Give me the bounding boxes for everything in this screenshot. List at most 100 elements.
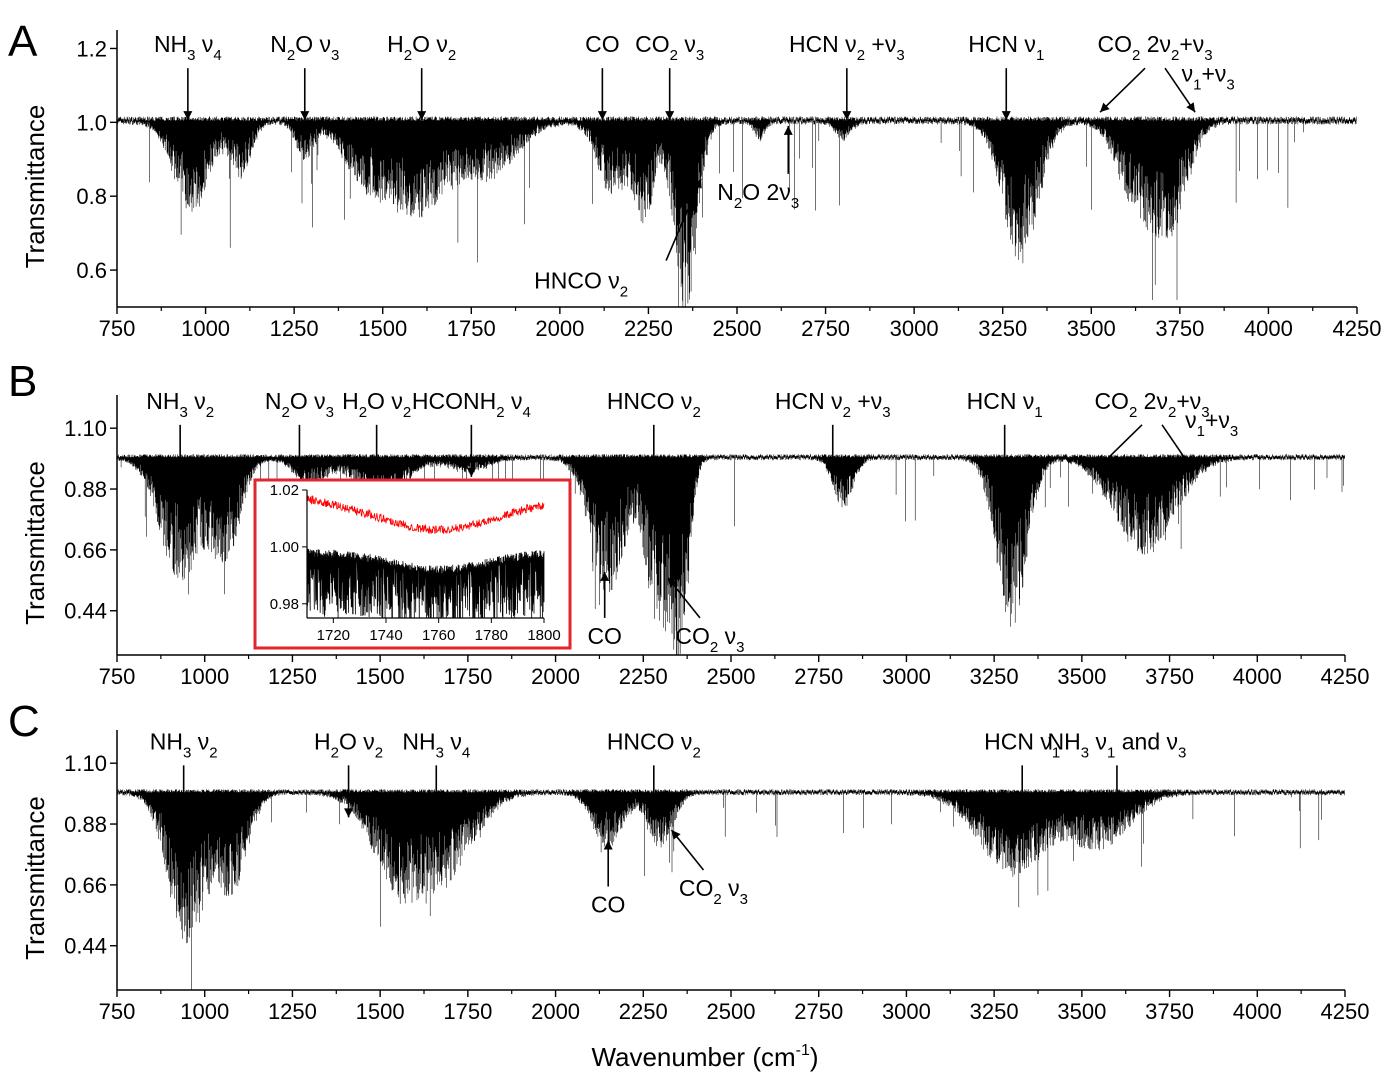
arrowhead (294, 467, 304, 477)
arrowhead (783, 125, 793, 135)
inset-x-tick-label: 1720 (317, 627, 350, 644)
x-tick-label: 3500 (1067, 316, 1116, 341)
arrowhead (1001, 111, 1011, 121)
annotation-label: HNCO ν2 (534, 268, 628, 301)
x-tick-label: 1500 (358, 316, 407, 341)
arrowhead (372, 467, 382, 477)
arrowhead (175, 467, 185, 477)
annotation-label: H2O ν2 (387, 31, 456, 64)
annotation-arrow (1096, 424, 1143, 470)
arrowhead (649, 808, 659, 818)
x-tick-label: 750 (99, 664, 136, 689)
inset-y-tick-label: 1.02 (270, 482, 299, 499)
annotation-label: HCN ν2 +ν3 (789, 31, 905, 64)
panel-letter: C (8, 697, 40, 746)
annotation-label: HNCO ν2 (607, 388, 701, 421)
y-tick-label: 0.88 (64, 477, 107, 502)
y-tick-label: 1.10 (64, 416, 107, 441)
arrowhead (466, 467, 476, 477)
arrowhead (300, 111, 310, 121)
annotation-label: N2O 2ν3 (717, 179, 799, 212)
x-tick-label: 2000 (531, 999, 580, 1024)
annotation-label: HCN ν2 +ν3 (775, 388, 891, 421)
y-tick-label: 0.8 (76, 184, 107, 209)
x-tick-label: 2250 (624, 316, 673, 341)
x-tick-label: 1500 (356, 664, 405, 689)
x-tick-label: 1750 (443, 664, 492, 689)
annotation-label: HCN ν1 (967, 388, 1043, 421)
x-tick-label: 2250 (619, 999, 668, 1024)
x-tick-label: 3250 (970, 999, 1019, 1024)
annotation-arrow (1099, 67, 1146, 113)
arrowhead (1000, 467, 1010, 477)
arrowhead (597, 111, 607, 121)
panel-c: C 750 1000 1250 1500 1750 2000 2250 2500 2750 3000… (8, 697, 1369, 1024)
x-tick-label: 4250 (1321, 664, 1370, 689)
x-tick-label: 3750 (1155, 316, 1204, 341)
annotation-label: CO (591, 892, 626, 918)
x-tick-label: 3000 (882, 664, 931, 689)
x-tick-label: 4000 (1233, 664, 1282, 689)
arrowhead (603, 840, 613, 850)
x-tick-label: 4250 (1321, 999, 1370, 1024)
inset-x-tick-label: 1740 (369, 627, 402, 644)
annotation-label: CO2 ν3 (635, 31, 704, 64)
annotation-label: NH3 ν4 (402, 728, 470, 761)
x-tick-label: 3000 (882, 999, 931, 1024)
y-axis-title: Transmittance (20, 796, 50, 960)
inset-x-tick-label: 1780 (475, 627, 508, 644)
arrowhead (1100, 102, 1110, 113)
y-tick-label: 1.2 (76, 36, 107, 61)
annotation-label: CO2 2ν2+ν3 (1094, 388, 1209, 421)
x-tick-label: 4250 (1333, 316, 1382, 341)
y-tick-label: 0.44 (64, 934, 107, 959)
arrowhead (183, 111, 193, 121)
x-tick-label: 3250 (978, 316, 1027, 341)
annotation-label: NH3 ν2 (146, 388, 214, 421)
x-tick-label: 1250 (270, 316, 319, 341)
arrowhead (671, 829, 681, 840)
y-tick-label: 1.10 (64, 751, 107, 776)
inset-zoom: 1720 1740 1760 1780 1800 0.98 1.00 1.02 (253, 478, 572, 650)
y-axis-title: Transmittance (20, 105, 50, 269)
annotation-label: ν1+ν3 (1182, 61, 1235, 94)
annotation-label: H2O ν2 (342, 388, 411, 421)
x-tick-label: 3500 (1057, 664, 1106, 689)
x-tick-label: 2500 (707, 999, 756, 1024)
annotation-label: HNCO ν2 (607, 728, 701, 761)
annotation-label: NH3 ν4 (154, 31, 222, 64)
x-tick-label: 1000 (180, 664, 229, 689)
x-tick-label: 3500 (1057, 999, 1106, 1024)
arrowhead (600, 571, 610, 581)
y-axis-title: Transmittance (20, 461, 50, 625)
arrowhead (1112, 808, 1122, 818)
annotation-label: NH3 ν2 (150, 728, 218, 761)
inset-series-line (306, 548, 545, 619)
arrowhead (417, 111, 427, 121)
panel-letter: B (8, 357, 37, 406)
x-tick-label: 3000 (890, 316, 939, 341)
annotation-label: CO (587, 623, 622, 649)
x-tick-label: 2750 (794, 999, 843, 1024)
arrowhead (1017, 808, 1027, 818)
arrowhead (344, 808, 354, 818)
x-tick-label: 750 (99, 999, 136, 1024)
panel-letter: A (8, 17, 38, 66)
x-tick-label: 2750 (801, 316, 850, 341)
annotation-label: CO2 2ν2+ν3 (1097, 31, 1212, 64)
arrowhead (828, 467, 838, 477)
x-tick-label: 2000 (531, 664, 580, 689)
annotations: NH3 ν2 N2O ν3 H2O ν2 HCONH2 ν4 HNCO ν2 HCN ν2… (146, 388, 1238, 656)
arrowhead (179, 808, 189, 818)
y-tick-label: 0.44 (64, 599, 107, 624)
x-tick-label: 1500 (356, 999, 405, 1024)
panel-a: A 750 1000 1250 1500 1750 2000 2250 2500 2750 3000… (8, 17, 1381, 341)
y-tick-label: 0.6 (76, 258, 107, 283)
annotation-label: HCONH2 ν4 (412, 388, 531, 421)
y-tick-label: 0.66 (64, 873, 107, 898)
inset-x-tick-label: 1800 (527, 627, 560, 644)
inset-y-tick-label: 1.00 (270, 539, 299, 556)
arrowhead (1097, 459, 1107, 469)
arrowhead (842, 111, 852, 121)
x-tick-label: 1750 (447, 316, 496, 341)
